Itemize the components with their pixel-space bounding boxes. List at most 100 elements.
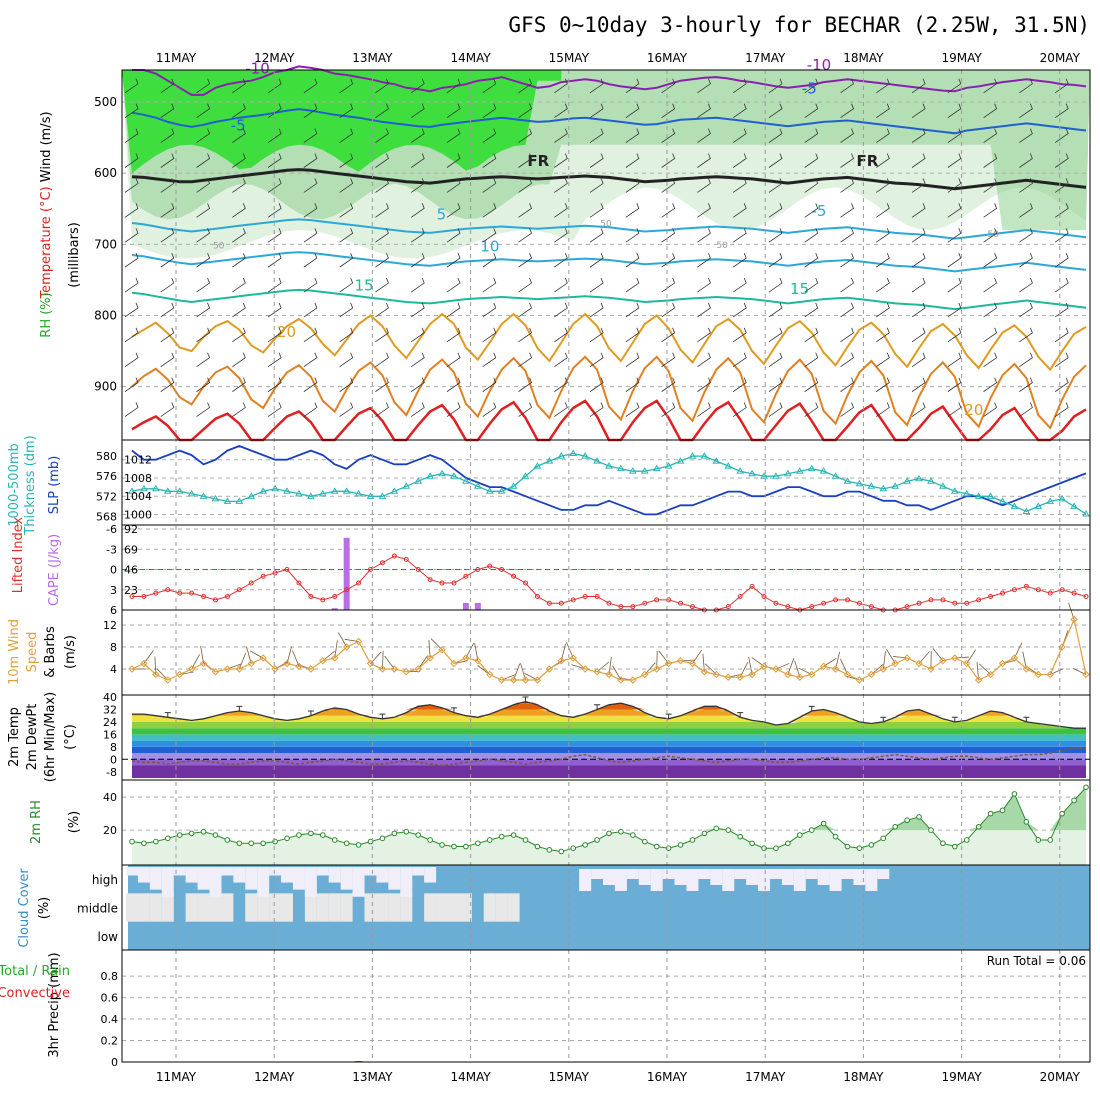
wind-barb: [196, 352, 211, 368]
wind-y-label-1-part: 10m Wind: [7, 619, 22, 685]
li-point: [344, 587, 350, 593]
rh-point: [773, 845, 779, 851]
cloud-cell-high: [758, 869, 771, 891]
wind-barb: [303, 78, 318, 94]
wind-barb: [876, 203, 890, 218]
wind-barb: [232, 302, 246, 318]
wind-barb-10m: [143, 650, 154, 664]
rh-point: [248, 840, 255, 847]
li-point: [976, 597, 982, 603]
wind-barb: [160, 302, 175, 318]
rh-point: [546, 847, 553, 853]
cloud-cell-mid: [197, 893, 210, 922]
wind-y-label-1: 10m Wind: [7, 619, 22, 685]
wind-barb: [339, 103, 354, 119]
wind-barb: [911, 103, 926, 119]
panel-frame-precip: [121, 949, 1091, 1063]
wind-barb: [482, 178, 497, 193]
wind-barb: [124, 78, 139, 94]
wind-barb: [267, 203, 282, 218]
li-point: [379, 560, 385, 566]
precip-tick: 0.8: [101, 970, 119, 983]
wind-speed-point: [295, 662, 303, 670]
wind-barb: [589, 203, 604, 218]
wind-speed-point: [271, 665, 279, 673]
wind-barb: [160, 352, 175, 368]
thickness-point: [330, 487, 339, 494]
temp-y-label-1: 2m Temp: [7, 707, 22, 767]
thickness-point: [843, 477, 852, 484]
precip-total-label: Total / Rain: [0, 964, 70, 979]
wind-y-label-2-part: Speed: [25, 632, 40, 673]
temp-tick: 40: [103, 691, 117, 704]
thickness-point: [402, 482, 411, 489]
cloud-y-label-1: Cloud Cover: [17, 868, 32, 948]
wind-speed-point: [235, 665, 244, 673]
wind-barb: [876, 178, 890, 193]
wind-speed-point: [652, 665, 661, 673]
wind-speed-point: [569, 654, 577, 662]
wind-barb: [911, 277, 926, 293]
wind-barb: [983, 402, 998, 417]
wind-barb: [697, 302, 711, 318]
slp-tick: 1012: [124, 454, 152, 467]
wind-barb: [554, 178, 568, 193]
li-point: [761, 594, 767, 599]
wind-barb: [1019, 203, 1033, 218]
temp-band: [132, 734, 1086, 741]
thickness-point: [175, 487, 184, 494]
rh-point: [415, 832, 422, 838]
run-total-label: Run Total = 0.06: [987, 954, 1086, 968]
wind-speed-point: [1046, 670, 1054, 679]
thickness-point: [903, 477, 912, 484]
wind-barb: [732, 153, 747, 168]
contour-p25: [131, 355, 1087, 430]
cloud-cell-mid: [507, 893, 520, 922]
thickness-point: [521, 472, 530, 479]
wind-barb: [196, 327, 211, 343]
wind-barb: [697, 228, 711, 243]
precip-y-label: 3hr Precip (mm): [47, 952, 62, 1057]
wind-speed-point: [1022, 665, 1031, 673]
rh-point: [892, 823, 899, 830]
li-point: [594, 594, 600, 599]
wind-barb: [518, 277, 533, 293]
slp-y-label: SLP (mb): [47, 456, 62, 515]
wind-barb: [983, 252, 998, 268]
wind-barb: [446, 128, 461, 143]
contour-p15: [131, 288, 1087, 311]
wind-barb: [267, 228, 282, 243]
wind-barb-10m: [191, 654, 201, 670]
thick-y-label-1: 1000-500mb: [7, 443, 22, 527]
y-tick-label: 700: [94, 237, 117, 251]
wind-barb: [1019, 153, 1033, 168]
rh-point: [641, 838, 648, 845]
contour-label: 50: [213, 242, 225, 252]
rh-point: [236, 840, 243, 847]
wind-speed-point: [736, 673, 744, 681]
wind-barb: [1019, 377, 1033, 392]
wind-barb: [1019, 178, 1033, 193]
li-point: [165, 587, 171, 593]
thickness-point: [1058, 494, 1067, 502]
cloud-cell-mid: [185, 893, 198, 922]
li-point: [1059, 587, 1065, 593]
rh-point: [999, 807, 1006, 814]
wind-speed-point: [927, 665, 935, 673]
rh-point: [379, 835, 386, 842]
li-point: [189, 590, 195, 596]
wind-barb: [196, 178, 211, 193]
day-label-bottom: 19MAY: [941, 1070, 982, 1084]
thickness-point: [760, 472, 768, 479]
temp-minmax-bar: [808, 705, 815, 712]
panel-bg-li: [122, 525, 1090, 610]
wind-speed-point: [915, 659, 923, 668]
wind-speed-point: [879, 665, 887, 673]
thickness-point: [712, 457, 721, 464]
wind-barb: [518, 377, 533, 392]
rh-point: [463, 843, 469, 850]
li-point: [1023, 583, 1029, 589]
wind-barb: [482, 252, 497, 268]
cloud-cell-mid: [316, 893, 329, 922]
